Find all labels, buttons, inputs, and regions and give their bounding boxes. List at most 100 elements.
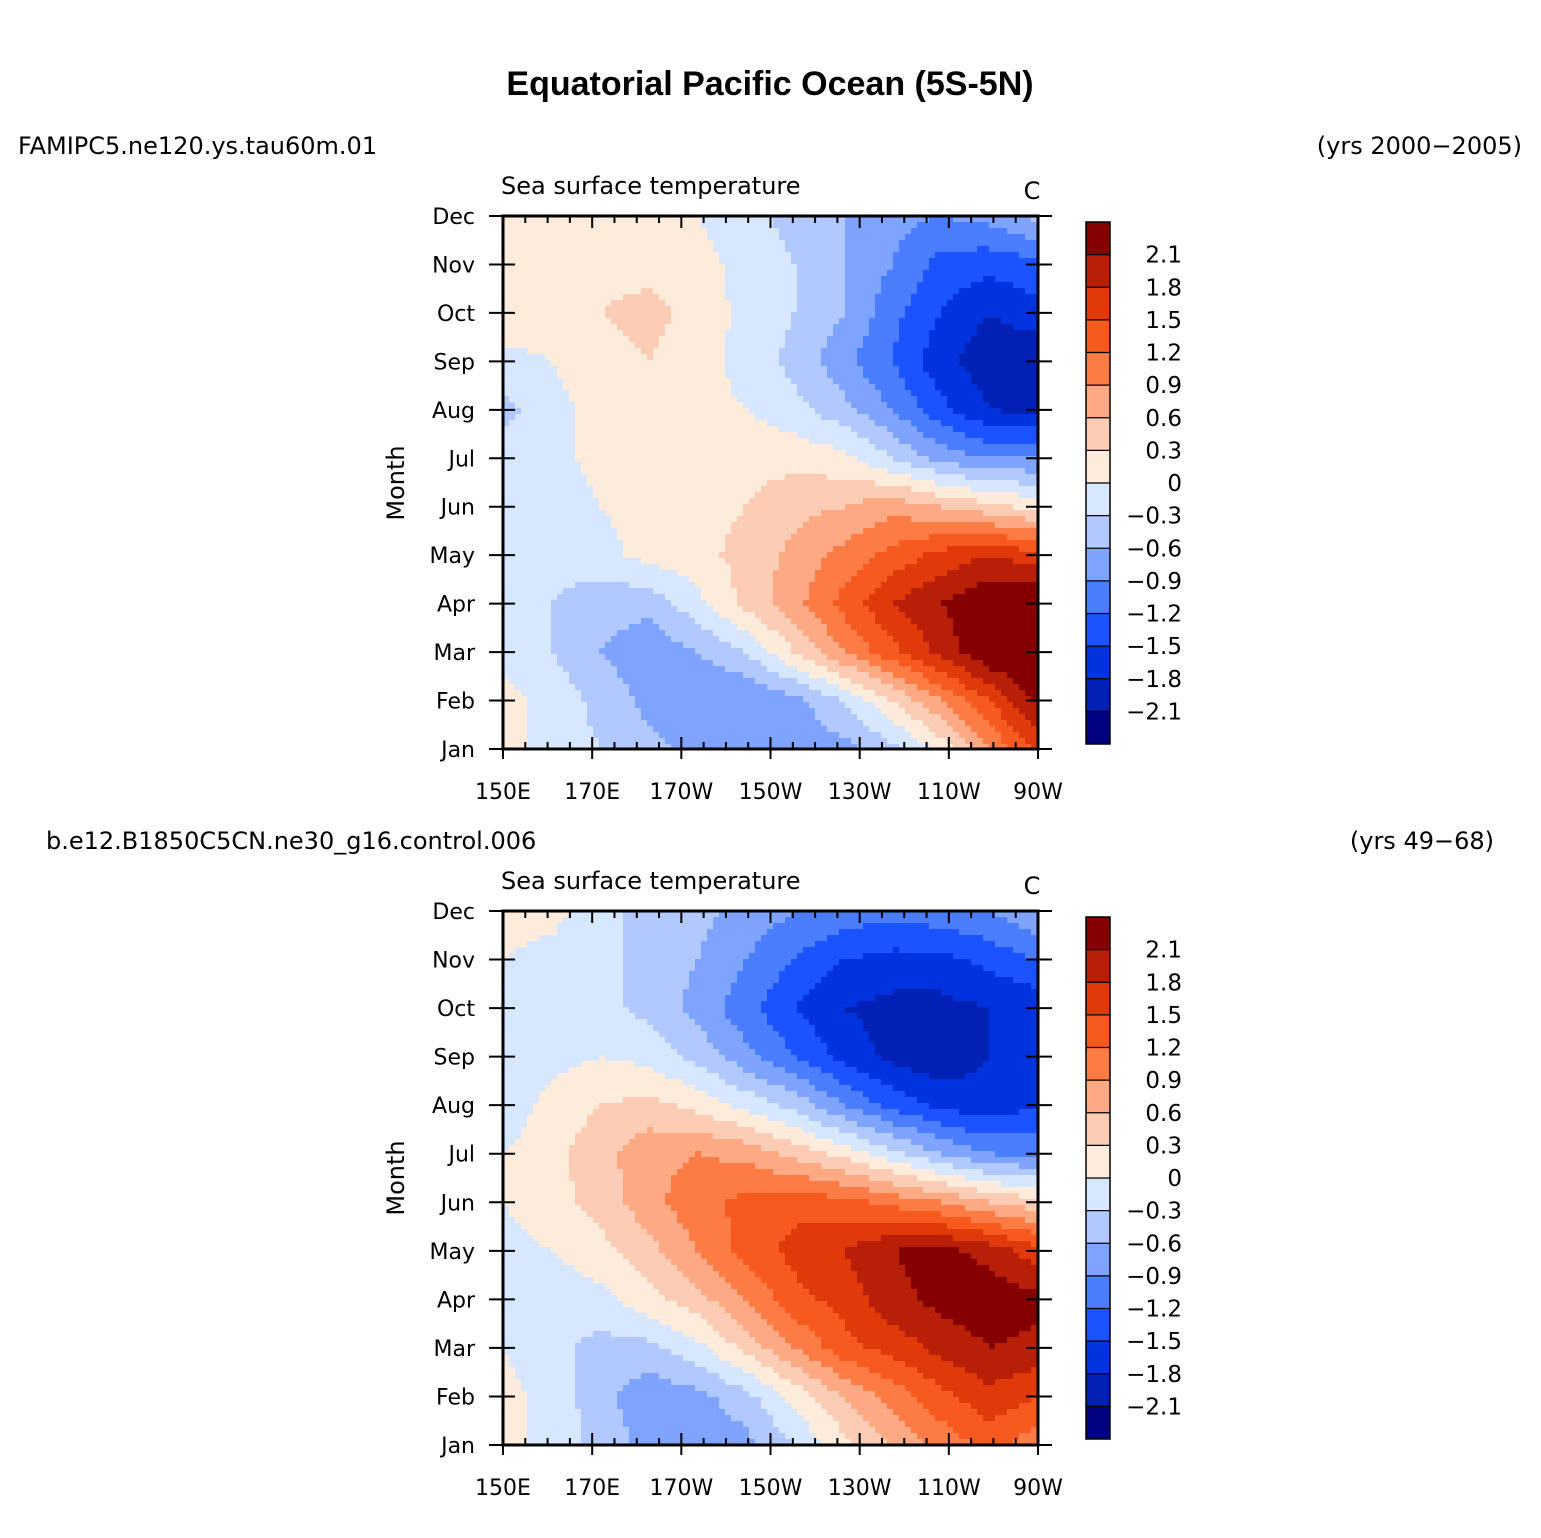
field-cell bbox=[539, 528, 546, 535]
field-cell bbox=[935, 534, 942, 541]
field-cell bbox=[527, 396, 534, 403]
field-cell bbox=[851, 222, 858, 229]
field-cell bbox=[839, 432, 846, 439]
field-cell bbox=[695, 300, 702, 307]
field-cell bbox=[659, 426, 666, 433]
field-cell bbox=[797, 522, 804, 529]
field-cell bbox=[707, 288, 714, 295]
field-cell bbox=[941, 456, 948, 463]
field-cell bbox=[929, 522, 936, 529]
field-cell bbox=[629, 444, 636, 451]
field-cell bbox=[911, 504, 918, 511]
field-cell bbox=[683, 270, 690, 277]
field-cell bbox=[929, 324, 936, 331]
field-cell bbox=[893, 456, 900, 463]
field-cell bbox=[515, 414, 522, 421]
field-cell bbox=[989, 246, 996, 253]
field-cell bbox=[815, 240, 822, 247]
field-cell bbox=[551, 246, 558, 253]
field-cell bbox=[743, 246, 750, 253]
field-cell bbox=[515, 354, 522, 361]
field-cell bbox=[851, 438, 858, 445]
field-cell bbox=[731, 456, 738, 463]
field-cell bbox=[929, 450, 936, 457]
field-cell bbox=[653, 360, 660, 367]
field-cell bbox=[959, 282, 966, 289]
field-cell bbox=[773, 240, 780, 247]
field-cell bbox=[569, 348, 576, 355]
field-cell bbox=[749, 498, 756, 505]
field-cell bbox=[527, 336, 534, 343]
field-cell bbox=[947, 456, 954, 463]
field-cell bbox=[995, 528, 1002, 535]
field-cell bbox=[983, 438, 990, 445]
field-cell bbox=[953, 348, 960, 355]
field-cell bbox=[929, 264, 936, 271]
field-cell bbox=[563, 324, 570, 331]
field-cell bbox=[923, 318, 930, 325]
field-cell bbox=[875, 498, 882, 505]
field-cell bbox=[611, 294, 618, 301]
field-cell bbox=[827, 450, 834, 457]
field-cell bbox=[695, 288, 702, 295]
field-cell bbox=[731, 444, 738, 451]
field-cell bbox=[713, 222, 720, 229]
field-cell bbox=[617, 348, 624, 355]
field-cell bbox=[509, 378, 516, 385]
field-cell bbox=[857, 492, 864, 499]
field-cell bbox=[683, 372, 690, 379]
field-cell bbox=[815, 414, 822, 421]
field-cell bbox=[683, 264, 690, 271]
field-cell bbox=[947, 324, 954, 331]
field-cell bbox=[941, 528, 948, 535]
field-cell bbox=[527, 420, 534, 427]
field-cell bbox=[671, 258, 678, 265]
field-cell bbox=[659, 492, 666, 499]
field-cell bbox=[773, 492, 780, 499]
field-cell bbox=[815, 444, 822, 451]
field-cell bbox=[737, 516, 744, 523]
field-cell bbox=[923, 240, 930, 247]
field-cell bbox=[611, 390, 618, 397]
field-cell bbox=[1025, 366, 1032, 373]
field-cell bbox=[899, 252, 906, 259]
field-cell bbox=[527, 510, 534, 517]
field-cell bbox=[809, 498, 816, 505]
field-cell bbox=[545, 432, 552, 439]
field-cell bbox=[527, 546, 534, 553]
field-cell bbox=[641, 438, 648, 445]
field-cell bbox=[521, 252, 528, 259]
field-cell bbox=[683, 342, 690, 349]
field-cell bbox=[947, 504, 954, 511]
field-cell bbox=[671, 432, 678, 439]
field-cell bbox=[1001, 390, 1008, 397]
field-cell bbox=[515, 396, 522, 403]
field-cell bbox=[1013, 420, 1020, 427]
field-cell bbox=[617, 534, 624, 541]
field-cell bbox=[605, 378, 612, 385]
field-cell bbox=[779, 252, 786, 259]
field-cell bbox=[569, 408, 576, 415]
field-cell bbox=[773, 378, 780, 385]
field-cell bbox=[851, 540, 858, 547]
field-cell bbox=[641, 528, 648, 535]
field-cell bbox=[869, 540, 876, 547]
field-cell bbox=[683, 408, 690, 415]
field-cell bbox=[977, 342, 984, 349]
field-cell bbox=[617, 378, 624, 385]
field-cell bbox=[929, 282, 936, 289]
field-cell bbox=[719, 438, 726, 445]
field-cell bbox=[617, 498, 624, 505]
field-cell bbox=[731, 270, 738, 277]
field-cell bbox=[581, 282, 588, 289]
field-cell bbox=[923, 462, 930, 469]
field-cell bbox=[929, 408, 936, 415]
field-cell bbox=[701, 468, 708, 475]
field-cell bbox=[755, 318, 762, 325]
field-cell bbox=[797, 354, 804, 361]
field-cell bbox=[821, 384, 828, 391]
field-cell bbox=[977, 408, 984, 415]
field-cell bbox=[1019, 342, 1026, 349]
field-cell bbox=[545, 222, 552, 229]
field-cell bbox=[563, 294, 570, 301]
